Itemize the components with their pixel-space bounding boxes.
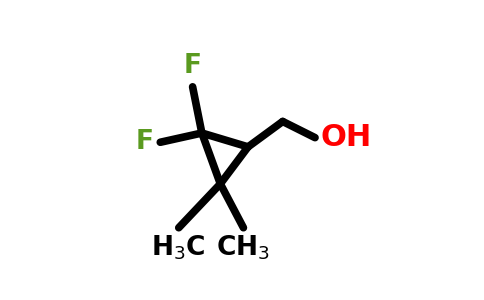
Text: H$_3$C: H$_3$C — [151, 233, 206, 262]
Text: CH$_3$: CH$_3$ — [216, 233, 271, 262]
Text: F: F — [183, 53, 202, 79]
Text: F: F — [136, 129, 153, 155]
Text: OH: OH — [321, 123, 372, 152]
